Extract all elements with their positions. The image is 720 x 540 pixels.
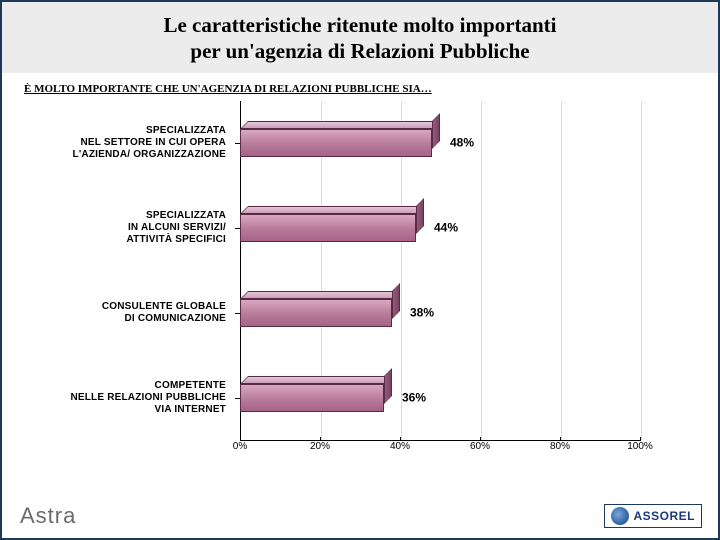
bar-value-label: 36% <box>402 390 426 404</box>
x-tick-label: 20% <box>300 441 340 452</box>
bar-value-label: 44% <box>434 220 458 234</box>
assorel-logo: ASSOREL <box>604 504 702 528</box>
bar <box>240 214 416 242</box>
bar-value-label: 38% <box>410 305 434 319</box>
bar-chart: 0% 20% 40% 60% 80% 100% SPECIALIZZATANEL SETT… <box>40 101 680 481</box>
bar-row: CONSULENTE GLOBALEDI COMUNICAZIONE 38% <box>40 271 680 356</box>
bar <box>240 299 392 327</box>
slide: Le caratteristiche ritenute molto import… <box>0 0 720 540</box>
assorel-swirl-icon <box>611 507 629 525</box>
title-line-2: per un'agenzia di Relazioni Pubbliche <box>22 38 698 64</box>
chart-subtitle: È MOLTO IMPORTANTE CHE UN'AGENZIA DI REL… <box>24 83 718 95</box>
bar-value-label: 48% <box>450 135 474 149</box>
title-line-1: Le caratteristiche ritenute molto import… <box>22 12 698 38</box>
bar-category-label: SPECIALIZZATAIN ALCUNI SERVIZI/ATTIVITÀ … <box>40 210 232 246</box>
x-tick-label: 0% <box>220 441 260 452</box>
assorel-text: ASSOREL <box>633 509 695 523</box>
bar <box>240 384 384 412</box>
x-tick-label: 100% <box>620 441 660 452</box>
bar-category-label: COMPETENTENELLE RELAZIONI PUBBLICHEVIA I… <box>40 380 232 416</box>
x-tick-label: 80% <box>540 441 580 452</box>
bar-row: COMPETENTENELLE RELAZIONI PUBBLICHEVIA I… <box>40 356 680 441</box>
title-band: Le caratteristiche ritenute molto import… <box>2 2 718 73</box>
bar-category-label: CONSULENTE GLOBALEDI COMUNICAZIONE <box>40 301 232 325</box>
bar <box>240 129 432 157</box>
astra-logo: Astra <box>20 503 76 529</box>
x-tick-label: 40% <box>380 441 420 452</box>
bar-row: SPECIALIZZATANEL SETTORE IN CUI OPERAL'A… <box>40 101 680 186</box>
x-axis-ticks: 0%20%40%60%80%100% <box>240 441 640 471</box>
bar-category-label: SPECIALIZZATANEL SETTORE IN CUI OPERAL'A… <box>40 125 232 161</box>
bar-row: SPECIALIZZATAIN ALCUNI SERVIZI/ATTIVITÀ … <box>40 186 680 271</box>
footer: Astra ASSOREL <box>2 498 718 538</box>
x-tick-label: 60% <box>460 441 500 452</box>
